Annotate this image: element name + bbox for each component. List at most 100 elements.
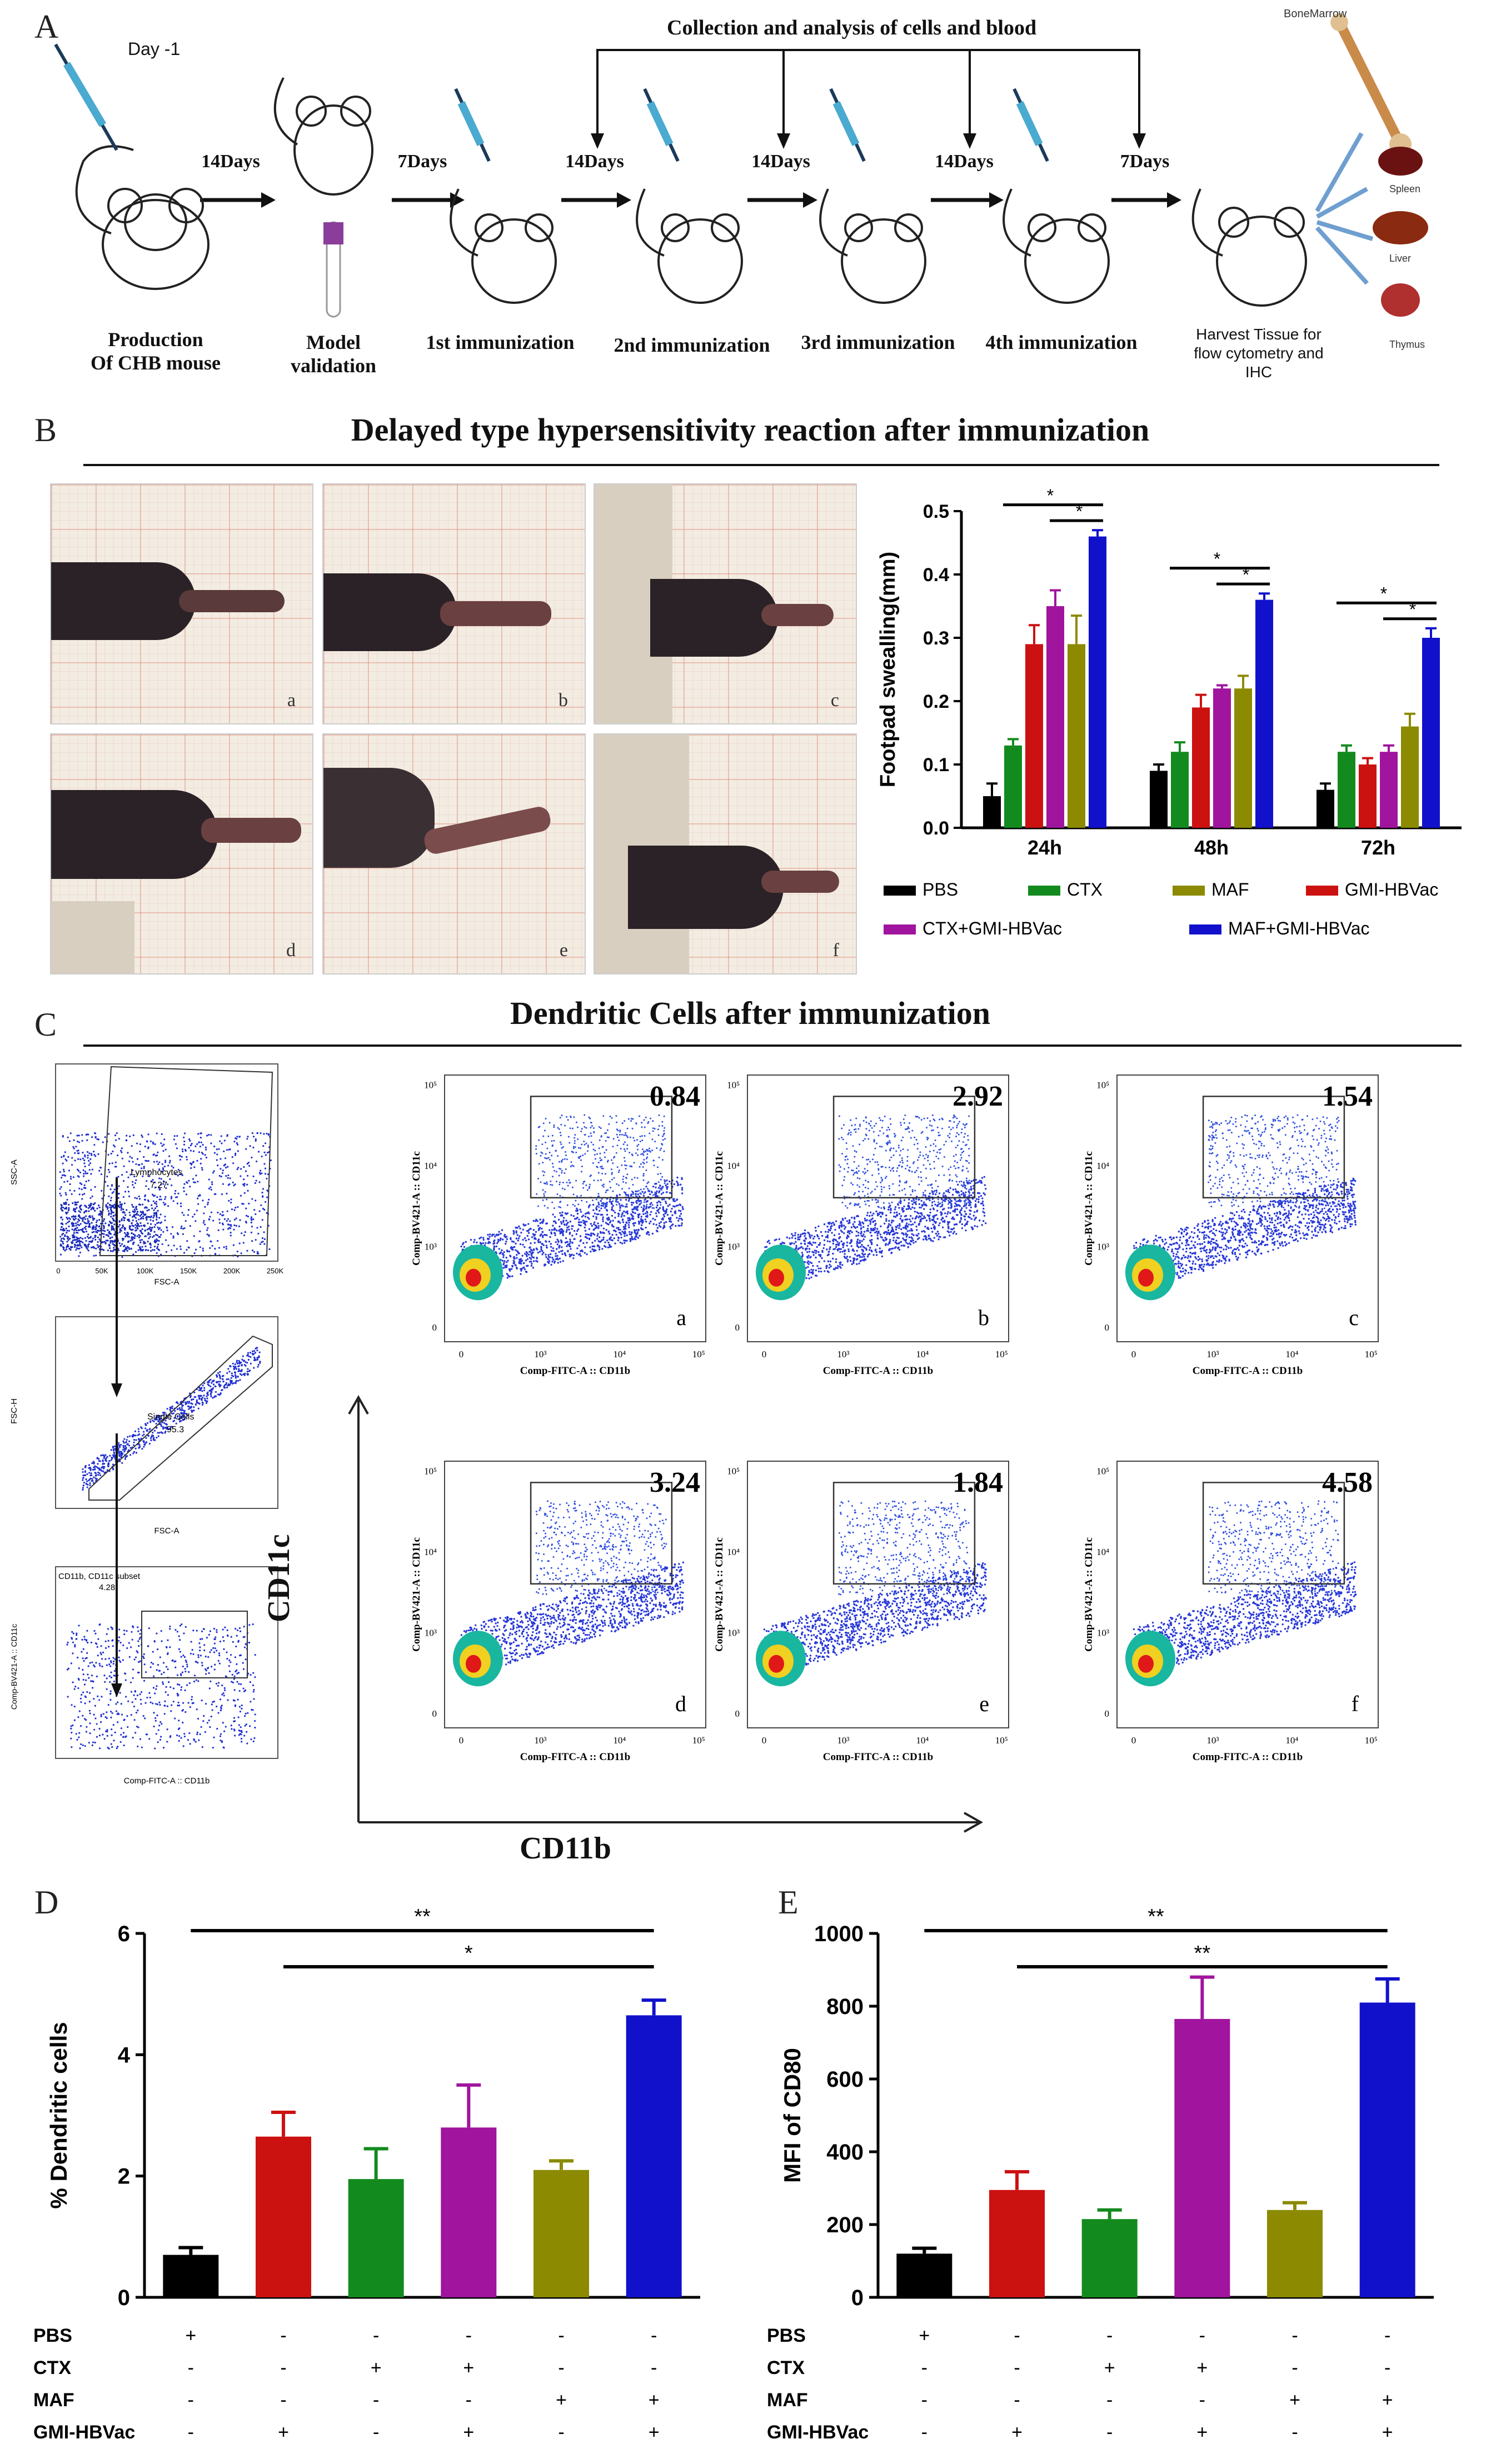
flow-dot	[586, 1221, 588, 1223]
gate-dot	[209, 1630, 212, 1632]
gate-dot	[201, 1746, 203, 1748]
gate-dot	[133, 1237, 136, 1240]
flow-dot	[601, 1198, 603, 1200]
gate-dot	[178, 1648, 180, 1650]
flow-dot	[660, 1204, 662, 1206]
gate-dot	[96, 1457, 98, 1459]
gate-dot	[221, 1685, 223, 1687]
gate-dot	[122, 1445, 124, 1447]
flow-dot	[560, 1222, 563, 1225]
gate-dot	[154, 1418, 157, 1421]
gate-dot	[88, 1179, 90, 1182]
flow-dot	[660, 1172, 662, 1174]
flow-dot	[584, 1213, 587, 1215]
gate-dot	[123, 1219, 125, 1222]
flow-dot	[661, 1121, 664, 1123]
flow-xtick: 10⁴	[613, 1349, 626, 1360]
flow-dot	[654, 1141, 656, 1143]
gate-dot	[152, 1217, 154, 1219]
flow-dot	[597, 1162, 600, 1164]
gate-dot	[241, 1707, 243, 1710]
gate-dot	[157, 1741, 159, 1743]
gate-dot	[150, 1661, 153, 1664]
gate-dot	[166, 1705, 169, 1707]
gate-dot	[162, 1150, 164, 1152]
flow-dot	[659, 1184, 661, 1186]
flow-dot	[566, 1204, 569, 1206]
gate-dot	[247, 1352, 250, 1354]
gate-dot	[216, 1705, 218, 1708]
flow-dot	[650, 1202, 652, 1204]
gate-dot	[143, 1431, 145, 1433]
flow-dot	[588, 1116, 590, 1118]
gate-dot	[126, 1246, 129, 1248]
gate-dot	[146, 1180, 148, 1182]
gate-dot	[132, 1625, 134, 1627]
flow-dot	[626, 1203, 628, 1205]
gate-dot	[229, 1177, 231, 1179]
gate-dot	[131, 1228, 133, 1231]
flow-dot	[900, 1215, 902, 1217]
gate-dot	[78, 1134, 80, 1137]
flow-dot	[546, 1222, 548, 1224]
flow-dot	[611, 1173, 613, 1175]
organ-spleen: Spleen	[1389, 183, 1421, 194]
gate-dot	[195, 1145, 197, 1147]
gate-dot	[133, 1439, 136, 1441]
gate-dot	[159, 1419, 161, 1421]
gate-dot	[226, 1629, 228, 1631]
gate-dot	[199, 1395, 201, 1397]
flow-dot	[663, 1215, 666, 1218]
gate-dot	[220, 1384, 222, 1387]
flow-dot	[577, 1221, 580, 1223]
flow-dot	[620, 1236, 622, 1239]
flow-dot	[654, 1127, 656, 1129]
gate-dot	[176, 1248, 178, 1250]
gate-dot	[159, 1236, 161, 1238]
flow-dot	[606, 1129, 609, 1131]
gate-dot	[139, 1222, 142, 1224]
gate-dot	[243, 1646, 246, 1648]
gate-dot	[154, 1703, 157, 1705]
gate-dot	[67, 1239, 69, 1241]
gate-dot	[119, 1692, 121, 1694]
flow-dot	[626, 1234, 628, 1237]
gate-dot	[92, 1687, 94, 1689]
flow-dot	[624, 1232, 626, 1235]
gate-dot	[152, 1219, 154, 1222]
gate-dot	[252, 1249, 254, 1252]
gate-dot	[252, 1709, 254, 1711]
flow-dot	[515, 1230, 517, 1232]
flow-dot	[518, 1225, 520, 1228]
gate-dot	[123, 1744, 125, 1747]
gate-dot	[217, 1712, 220, 1714]
gate-dot	[160, 1198, 162, 1201]
gate-dot	[149, 1226, 151, 1228]
flow-dot	[596, 1235, 599, 1237]
gate-dot	[227, 1383, 230, 1386]
gate-dot	[121, 1147, 123, 1149]
gate-dot	[245, 1712, 247, 1715]
gate-dot	[228, 1371, 231, 1373]
gate-dot	[170, 1426, 172, 1428]
gate-dot	[259, 1361, 261, 1363]
gate-dot	[202, 1247, 204, 1250]
gate-dot	[70, 1725, 72, 1727]
flow-dot	[593, 1131, 595, 1133]
gate-dot	[136, 1224, 138, 1227]
gate-dot	[177, 1168, 179, 1171]
gate-dot	[68, 1237, 71, 1240]
flow-dot	[540, 1154, 542, 1157]
gate-dot	[119, 1641, 122, 1644]
gate-dot	[110, 1676, 113, 1678]
gate-dot	[218, 1247, 221, 1249]
flow-dot	[657, 1128, 659, 1131]
gate-dot	[72, 1216, 74, 1218]
flow-dot	[584, 1143, 586, 1146]
gate-dot	[255, 1199, 257, 1202]
gate-dot	[85, 1478, 87, 1481]
flow-dot	[652, 1130, 654, 1132]
gate-dot	[119, 1741, 122, 1743]
gate-dot	[120, 1733, 122, 1736]
gate-dot	[96, 1466, 98, 1468]
